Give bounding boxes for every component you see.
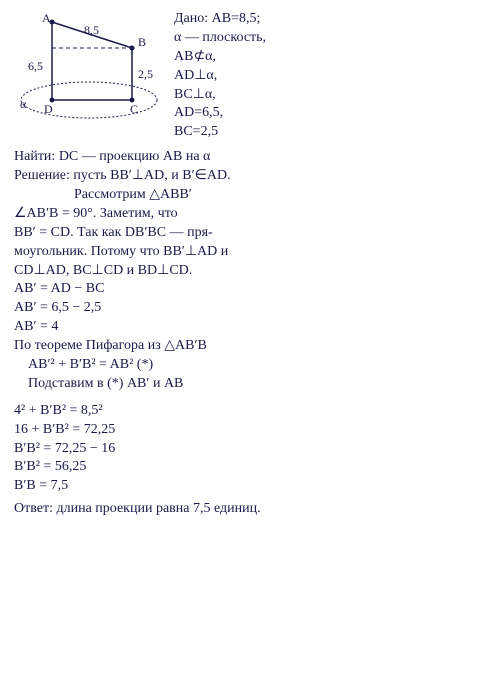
calc-3: B′B² = 56,25: [14, 458, 486, 477]
given-block: Дано: AB=8,5; α — плоскость, AB⊄α, AD⊥α,…: [174, 10, 486, 142]
find-line: Найти: DC — проекцию AB на α: [14, 148, 486, 167]
label-C: C: [130, 102, 138, 116]
given-header: Дано:: [174, 11, 208, 26]
given-2: AB⊄α,: [174, 48, 486, 67]
label-6-5: 6,5: [28, 59, 43, 73]
sol-1: Рассмотрим △ABB′: [14, 186, 486, 205]
solution-block: Решение: пусть BB′⊥AD, и B′∈AD. Рассмотр…: [14, 167, 486, 394]
sol-2: ∠AB′B = 90°. Заметим, что: [14, 205, 486, 224]
label-B: B: [138, 35, 146, 49]
calc-4: B′B = 7,5: [14, 477, 486, 496]
sol-8: AB′ = 4: [14, 318, 486, 337]
given-0: AB=8,5;: [212, 11, 261, 26]
calc-2: B′B² = 72,25 − 16: [14, 440, 486, 459]
given-4: BC⊥α,: [174, 86, 486, 105]
given-5: AD=6,5,: [174, 104, 486, 123]
given-1: α — плоскость,: [174, 29, 486, 48]
calc-1: 16 + B′B² = 72,25: [14, 421, 486, 440]
sol-6: AB′ = AD − BC: [14, 280, 486, 299]
label-D: D: [44, 102, 53, 116]
sol-9: По теореме Пифагора из △AB′B: [14, 337, 486, 356]
label-8-5: 8,5: [84, 23, 99, 37]
sol-10: AB′² + B′B² = AB² (*): [14, 356, 486, 375]
calc-block: 4² + B′B² = 8,5² 16 + B′B² = 72,25 B′B² …: [14, 402, 486, 496]
calc-0: 4² + B′B² = 8,5²: [14, 402, 486, 421]
geometry-diagram: D C A B 8,5: [14, 10, 164, 120]
answer-line: Ответ: длина проекции равна 7,5 единиц.: [14, 500, 486, 519]
sol-0: Решение: пусть BB′⊥AD, и B′∈AD.: [14, 167, 486, 186]
label-A: A: [42, 11, 51, 25]
sol-3: BB′ = CD. Так как DB′BC — пря-: [14, 224, 486, 243]
sol-7: AB′ = 6,5 − 2,5: [14, 299, 486, 318]
label-2-5: 2,5: [138, 67, 153, 81]
given-6: BC=2,5: [174, 123, 486, 142]
sol-4: моугольник. Потому что BB′⊥AD и: [14, 243, 486, 262]
sol-11: Подставим в (*) AB′ и AB: [14, 375, 486, 394]
sol-5: CD⊥AD, BC⊥CD и BD⊥CD.: [14, 262, 486, 281]
given-3: AD⊥α,: [174, 67, 486, 86]
label-alpha: α: [20, 97, 27, 111]
